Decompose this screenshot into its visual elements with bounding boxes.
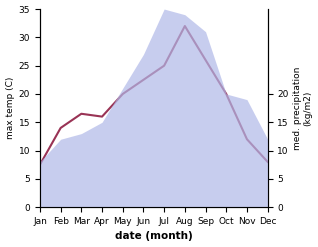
Y-axis label: max temp (C): max temp (C) <box>5 77 15 139</box>
Y-axis label: med. precipitation
(kg/m2): med. precipitation (kg/m2) <box>293 66 313 150</box>
X-axis label: date (month): date (month) <box>115 231 193 242</box>
